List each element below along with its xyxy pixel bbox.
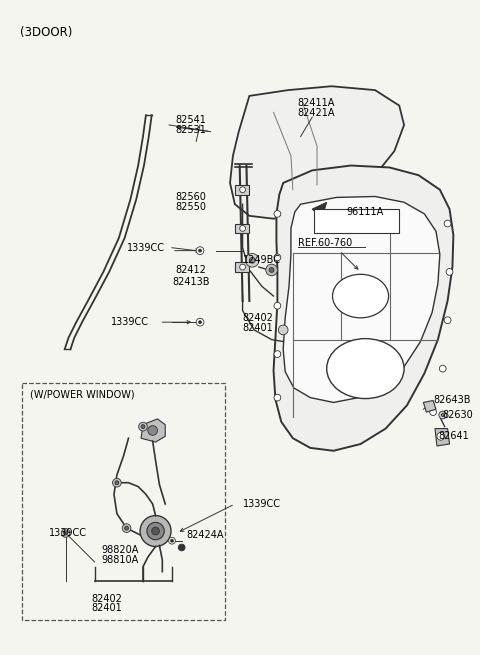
Circle shape bbox=[139, 422, 147, 431]
Text: 1339CC: 1339CC bbox=[127, 243, 165, 253]
Circle shape bbox=[446, 269, 453, 275]
Circle shape bbox=[115, 481, 119, 485]
Circle shape bbox=[196, 318, 204, 326]
Circle shape bbox=[152, 527, 159, 535]
Circle shape bbox=[274, 350, 281, 358]
Text: 82541: 82541 bbox=[175, 115, 206, 125]
Text: 82424A: 82424A bbox=[187, 530, 224, 540]
Bar bbox=[235, 185, 249, 195]
Text: 82643B: 82643B bbox=[433, 394, 470, 405]
Circle shape bbox=[148, 426, 157, 436]
Circle shape bbox=[61, 529, 70, 537]
Bar bbox=[235, 262, 249, 272]
Circle shape bbox=[112, 478, 121, 487]
Text: 98810A: 98810A bbox=[101, 555, 139, 565]
Circle shape bbox=[444, 220, 451, 227]
Circle shape bbox=[274, 394, 281, 401]
Circle shape bbox=[141, 424, 145, 428]
Text: 1339CC: 1339CC bbox=[49, 528, 87, 538]
Circle shape bbox=[168, 537, 175, 544]
Polygon shape bbox=[274, 166, 454, 451]
Text: 82641: 82641 bbox=[438, 431, 468, 441]
Circle shape bbox=[430, 409, 436, 415]
Circle shape bbox=[240, 225, 245, 231]
Text: 82401: 82401 bbox=[242, 323, 273, 333]
Circle shape bbox=[274, 210, 281, 217]
Circle shape bbox=[170, 539, 173, 542]
Circle shape bbox=[439, 411, 446, 419]
Circle shape bbox=[437, 432, 444, 440]
Circle shape bbox=[125, 526, 129, 530]
Text: (W/POWER WINDOW): (W/POWER WINDOW) bbox=[30, 390, 134, 400]
Circle shape bbox=[140, 515, 171, 546]
Ellipse shape bbox=[333, 274, 389, 318]
Circle shape bbox=[441, 413, 444, 417]
Text: 82402: 82402 bbox=[92, 593, 123, 604]
Text: 82413B: 82413B bbox=[172, 276, 209, 287]
Circle shape bbox=[249, 257, 255, 263]
Polygon shape bbox=[435, 428, 449, 446]
Circle shape bbox=[439, 365, 446, 372]
Text: 82550: 82550 bbox=[175, 202, 206, 212]
Polygon shape bbox=[230, 86, 404, 219]
Text: 1249BC: 1249BC bbox=[242, 255, 281, 265]
Bar bbox=[235, 223, 249, 233]
Circle shape bbox=[245, 253, 259, 267]
Text: 82412: 82412 bbox=[175, 265, 206, 275]
Polygon shape bbox=[314, 209, 399, 233]
Circle shape bbox=[147, 522, 164, 540]
Circle shape bbox=[199, 249, 202, 252]
Circle shape bbox=[278, 325, 288, 335]
Text: REF.60-760: REF.60-760 bbox=[298, 238, 352, 248]
Polygon shape bbox=[141, 419, 165, 442]
Polygon shape bbox=[423, 400, 436, 412]
Circle shape bbox=[122, 524, 131, 533]
Circle shape bbox=[269, 267, 274, 272]
Text: 82630: 82630 bbox=[443, 410, 473, 420]
Circle shape bbox=[196, 247, 204, 255]
Text: 82531: 82531 bbox=[175, 124, 206, 135]
Circle shape bbox=[240, 187, 245, 193]
Text: 1339CC: 1339CC bbox=[111, 317, 149, 328]
Circle shape bbox=[240, 264, 245, 270]
Polygon shape bbox=[312, 202, 327, 219]
Text: (3DOOR): (3DOOR) bbox=[20, 26, 72, 39]
Circle shape bbox=[266, 264, 277, 276]
Ellipse shape bbox=[327, 339, 404, 399]
Circle shape bbox=[444, 317, 451, 324]
Circle shape bbox=[199, 321, 202, 324]
Text: 82560: 82560 bbox=[175, 193, 206, 202]
Text: 1339CC: 1339CC bbox=[242, 499, 281, 509]
Polygon shape bbox=[283, 196, 440, 402]
Text: 82411A: 82411A bbox=[298, 98, 335, 107]
Circle shape bbox=[178, 544, 185, 551]
Circle shape bbox=[274, 254, 281, 261]
Circle shape bbox=[274, 303, 281, 309]
Bar bbox=[22, 383, 225, 620]
Text: 82401: 82401 bbox=[92, 603, 122, 613]
Circle shape bbox=[64, 531, 68, 535]
Text: 96111A: 96111A bbox=[346, 207, 384, 217]
Text: 82402: 82402 bbox=[242, 313, 274, 324]
Text: 82421A: 82421A bbox=[298, 108, 335, 119]
Text: 98820A: 98820A bbox=[101, 546, 139, 555]
